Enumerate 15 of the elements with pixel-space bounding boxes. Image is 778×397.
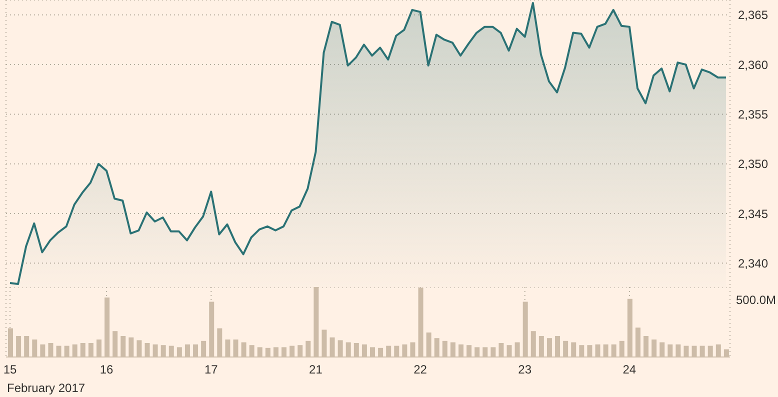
text: 500.0M <box>736 293 776 307</box>
x-tick-label: 22 <box>414 362 428 377</box>
y-tick-label: 2,365 <box>738 8 768 22</box>
y-tick-label: 2,360 <box>738 58 768 72</box>
x-tick-label: 24 <box>622 362 636 377</box>
y-tick-label: 2,355 <box>738 107 768 122</box>
x-tick-label: 17 <box>204 362 218 377</box>
x-tick-label: 16 <box>100 362 114 377</box>
y-tick-label: 2,345 <box>738 206 768 221</box>
x-axis-title: February 2017 <box>7 381 86 395</box>
x-tick-label: 21 <box>309 362 323 377</box>
x-tick-label: 23 <box>518 362 532 377</box>
x-tick-label: 15 <box>3 362 18 377</box>
y-tick-label: 2,340 <box>738 256 768 270</box>
y-tick-label: 2,350 <box>738 157 768 172</box>
